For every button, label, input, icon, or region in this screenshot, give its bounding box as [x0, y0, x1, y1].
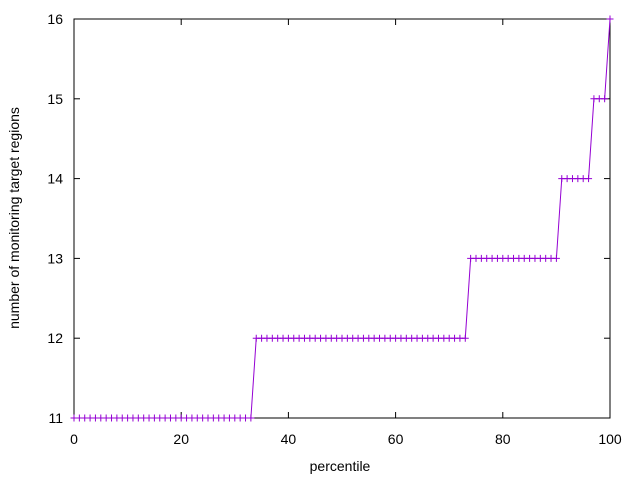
marker: [461, 334, 469, 342]
marker: [552, 254, 560, 262]
y-tick-label: 13: [47, 250, 63, 266]
y-tick-label: 11: [48, 410, 63, 426]
x-tick-label: 0: [70, 431, 78, 447]
y-tick-label: 16: [47, 11, 63, 27]
x-tick-label: 20: [173, 431, 189, 447]
y-tick-label: 12: [47, 330, 63, 346]
x-axis-label: percentile: [310, 458, 371, 474]
marker: [606, 15, 614, 23]
x-tick-label: 40: [281, 431, 297, 447]
y-tick-label: 14: [47, 171, 63, 187]
line: [74, 18, 611, 419]
marker: [601, 95, 609, 103]
x-tick-label: 80: [495, 431, 511, 447]
marker: [247, 414, 255, 422]
y-tick-label: 15: [47, 91, 63, 107]
y-axis-label: number of monitoring target regions: [6, 107, 22, 329]
x-tick-label: 60: [388, 431, 404, 447]
marker: [585, 175, 593, 183]
plot-border: [73, 18, 611, 419]
x-tick-label: 100: [598, 431, 622, 447]
